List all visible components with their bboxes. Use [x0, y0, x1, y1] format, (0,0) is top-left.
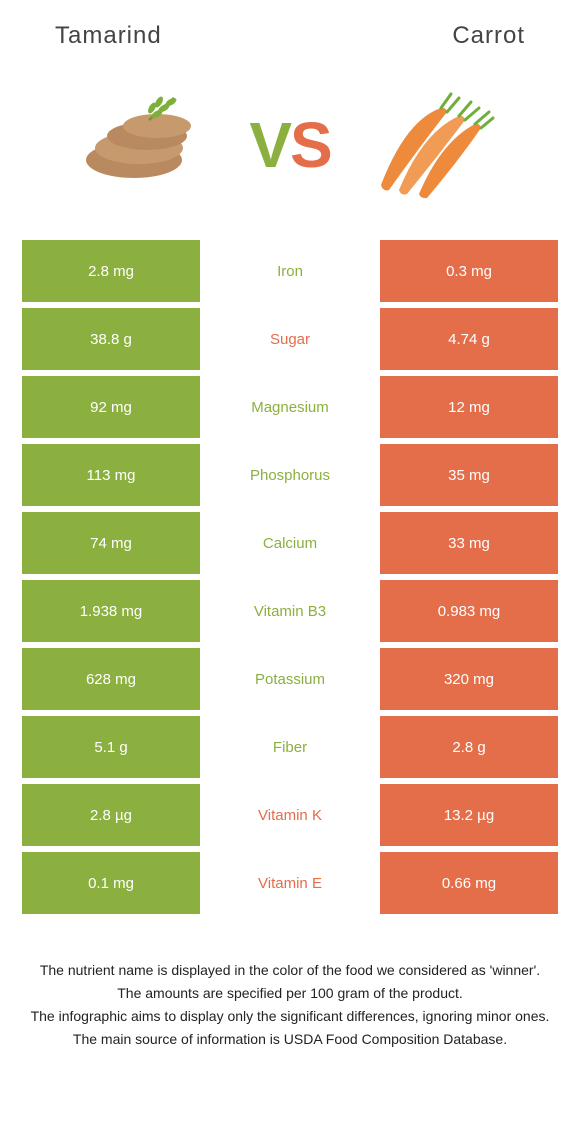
value-right: 320 mg	[380, 648, 558, 710]
title-left: Tamarind	[55, 22, 162, 50]
footnote-line: The main source of information is USDA F…	[28, 1029, 552, 1050]
value-left: 1.938 mg	[22, 580, 200, 642]
value-right: 12 mg	[380, 376, 558, 438]
table-row: 113 mgPhosphorus35 mg	[22, 444, 558, 506]
footnote-line: The amounts are specified per 100 gram o…	[28, 983, 552, 1004]
value-left: 38.8 g	[22, 308, 200, 370]
tamarind-image	[79, 90, 229, 200]
value-right: 0.983 mg	[380, 580, 558, 642]
table-row: 628 mgPotassium320 mg	[22, 648, 558, 710]
value-left: 628 mg	[22, 648, 200, 710]
value-left: 92 mg	[22, 376, 200, 438]
nutrient-label: Fiber	[200, 716, 380, 778]
vs-badge: VS	[249, 113, 330, 177]
nutrient-label: Vitamin E	[200, 852, 380, 914]
value-right: 13.2 µg	[380, 784, 558, 846]
table-row: 5.1 gFiber2.8 g	[22, 716, 558, 778]
table-row: 92 mgMagnesium12 mg	[22, 376, 558, 438]
footnote-line: The infographic aims to display only the…	[28, 1006, 552, 1027]
value-right: 0.66 mg	[380, 852, 558, 914]
value-right: 33 mg	[380, 512, 558, 574]
nutrient-label: Magnesium	[200, 376, 380, 438]
nutrient-label: Iron	[200, 240, 380, 302]
value-left: 2.8 mg	[22, 240, 200, 302]
value-left: 74 mg	[22, 512, 200, 574]
footnote-line: The nutrient name is displayed in the co…	[28, 960, 552, 981]
value-right: 4.74 g	[380, 308, 558, 370]
table-row: 2.8 mgIron0.3 mg	[22, 240, 558, 302]
value-left: 2.8 µg	[22, 784, 200, 846]
nutrient-label: Vitamin B3	[200, 580, 380, 642]
nutrient-label: Sugar	[200, 308, 380, 370]
comparison-table: 2.8 mgIron0.3 mg38.8 gSugar4.74 g92 mgMa…	[0, 240, 580, 914]
nutrient-label: Calcium	[200, 512, 380, 574]
nutrient-label: Potassium	[200, 648, 380, 710]
value-left: 0.1 mg	[22, 852, 200, 914]
value-right: 35 mg	[380, 444, 558, 506]
nutrient-label: Phosphorus	[200, 444, 380, 506]
value-left: 113 mg	[22, 444, 200, 506]
table-row: 38.8 gSugar4.74 g	[22, 308, 558, 370]
header: Tamarind Carrot	[0, 0, 580, 60]
value-left: 5.1 g	[22, 716, 200, 778]
table-row: 2.8 µgVitamin K13.2 µg	[22, 784, 558, 846]
value-right: 2.8 g	[380, 716, 558, 778]
table-row: 0.1 mgVitamin E0.66 mg	[22, 852, 558, 914]
table-row: 74 mgCalcium33 mg	[22, 512, 558, 574]
carrot-image	[351, 90, 501, 200]
hero-row: VS	[0, 60, 580, 240]
vs-letter-s: S	[290, 113, 331, 177]
nutrient-label: Vitamin K	[200, 784, 380, 846]
vs-letter-v: V	[249, 113, 290, 177]
footnotes: The nutrient name is displayed in the co…	[0, 920, 580, 1082]
value-right: 0.3 mg	[380, 240, 558, 302]
title-right: Carrot	[452, 22, 525, 50]
table-row: 1.938 mgVitamin B30.983 mg	[22, 580, 558, 642]
